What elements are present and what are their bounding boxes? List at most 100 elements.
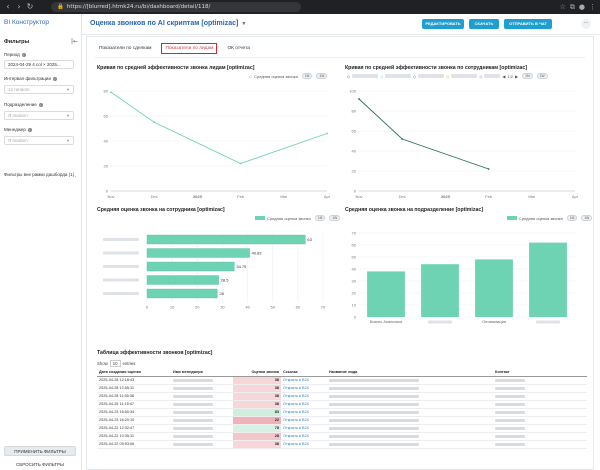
y-tick-label: 80 (352, 109, 357, 114)
cell-lead (327, 392, 493, 401)
apply-filters-button[interactable]: ПРИМЕНИТЬ ФИЛЬТРЫ (4, 446, 76, 456)
x-tick-label: Mar (280, 194, 288, 199)
zoom-1m-pill[interactable]: 1M (522, 73, 533, 79)
table-row[interactable]: 2025-04-25 11:15:47 38 Открыть в B24 (97, 400, 587, 409)
redacted-text (495, 410, 525, 414)
redacted-text (329, 442, 419, 446)
column-header-lead[interactable]: Название лида (327, 368, 493, 377)
category-label-placeholder (103, 278, 139, 282)
zoom-1m-pill[interactable]: 1M (301, 73, 313, 79)
legend-swatch (507, 216, 517, 220)
legend-next-icon[interactable]: ▶ (515, 73, 519, 79)
y-tick-label: 30 (352, 279, 357, 284)
page-size-select[interactable]: 10 (109, 360, 121, 367)
table-row[interactable]: 2025-04-22 10:35:11 28 Открыть в B24 (97, 432, 587, 441)
column-header-score[interactable]: Оценка звонка (233, 368, 281, 377)
redacted-text (173, 434, 213, 438)
edit-button[interactable]: РЕДАКТИРОВАТЬ (422, 19, 464, 29)
app-logo[interactable]: BI Конструктор (4, 19, 50, 26)
zoom-1m-pill[interactable]: 1M (566, 215, 578, 221)
data-point (487, 168, 490, 170)
category-label-placeholder (103, 238, 139, 241)
chart-legend[interactable]: ◇ Средняя оценка звонка 1M 1W (249, 73, 328, 79)
open-in-b24-link[interactable]: Открыть в B24 (283, 426, 309, 430)
star-icon[interactable]: ☆ (559, 2, 566, 11)
extensions-icon[interactable]: ⧉ (569, 2, 575, 11)
zoom-1w-pill[interactable]: 1W (329, 215, 341, 221)
send-to-chat-button[interactable]: ОТПРАВИТЬ В ЧАТ (504, 19, 552, 29)
cell-date: 2025-04-28 11:55:38 (97, 392, 171, 401)
chart-legend[interactable]: Средняя оценка звонка 1M 1W (255, 215, 341, 221)
dashboard-title[interactable]: Оценка звонков по AI скриптам [optimizac… (90, 20, 247, 27)
x-tick-label: Nov (355, 194, 362, 199)
y-tick-label: 80 (104, 89, 109, 94)
cell-link[interactable]: Открыть в B24 (281, 384, 327, 393)
y-tick-label: 50 (352, 255, 357, 260)
interval-select[interactable]: 12 random ▼ (4, 85, 74, 94)
table-row[interactable]: 2025-04-23 16:20:10 22 Открыть в B24 (97, 416, 587, 425)
cell-link[interactable]: Открыть в B24 (281, 392, 327, 401)
legend-prev-icon[interactable]: ◀ (502, 73, 506, 79)
cell-link[interactable]: Открыть в B24 (281, 424, 327, 433)
zoom-1w-pill[interactable]: 1W (316, 73, 328, 79)
cell-link[interactable]: Открыть в B24 (281, 432, 327, 441)
cell-lead (327, 384, 493, 393)
open-in-b24-link[interactable]: Открыть в B24 (283, 418, 309, 422)
open-in-b24-link[interactable]: Открыть в B24 (283, 410, 309, 414)
manager-select[interactable]: Я random ▼ (4, 136, 74, 145)
address-bar[interactable]: 🔒 https://[blurred].htmk24.ru/bi/dashboar… (51, 2, 301, 12)
table-row[interactable]: 2025-04-28 12:55:11 38 Открыть в B24 (97, 384, 587, 393)
data-point (401, 138, 404, 140)
profile-icon[interactable]: ● (578, 2, 585, 11)
back-icon[interactable]: ‹ (6, 2, 10, 11)
chevron-down-icon: ▼ (66, 87, 70, 92)
cell-link[interactable]: Открыть в B24 (281, 440, 327, 449)
tab-report[interactable]: ОК отчета (227, 46, 250, 51)
data-point (358, 98, 360, 100)
division-select[interactable]: Я random ▼ (4, 111, 74, 120)
tab-leads[interactable]: Показатели по лидам (161, 43, 218, 54)
info-icon: i (52, 77, 57, 81)
y-tick-label: 60 (352, 243, 357, 248)
legend-line-icon: ◇ (446, 73, 450, 79)
table-header-row: Дата создания оценки Имя менеджера Оценк… (97, 368, 587, 377)
more-options-icon[interactable]: ··· (581, 19, 591, 29)
table-row[interactable]: 2025-04-22 12:32:47 78 Открыть в B24 (97, 424, 587, 433)
collapse-sidebar-icon[interactable]: |← (71, 38, 79, 45)
cell-link[interactable]: Открыть в B24 (281, 400, 327, 409)
table-row[interactable]: 2025-04-28 11:55:38 38 Открыть в B24 (97, 392, 587, 401)
open-in-b24-link[interactable]: Открыть в B24 (283, 442, 309, 446)
x-tick-label: Dec (399, 194, 406, 199)
open-in-b24-link[interactable]: Открыть в B24 (283, 434, 309, 438)
column-header-link[interactable]: Ссылка (281, 368, 327, 377)
chart-legend[interactable]: Средняя оценка звонка 1M 1W (507, 215, 593, 221)
reload-icon[interactable]: ↻ (26, 2, 34, 11)
bar (529, 242, 567, 317)
menu-icon[interactable]: ⋮ (589, 2, 596, 11)
open-in-b24-link[interactable]: Открыть в B24 (283, 402, 309, 406)
table-row[interactable]: 2025-04-23 16:50:34 83 Открыть в B24 (97, 408, 587, 417)
zoom-1m-pill[interactable]: 1M (314, 215, 326, 221)
download-button[interactable]: СКАЧАТЬ (469, 19, 499, 29)
open-in-b24-link[interactable]: Открыть в B24 (283, 394, 309, 398)
column-header-manager[interactable]: Имя менеджера (171, 368, 233, 377)
chart-legend[interactable]: ◇ ◇ ◇ ◇ ◇ ◀ 1/2 ▶ 1M 1W (347, 73, 548, 79)
tab-deals[interactable]: Показатели по сделкам (99, 46, 152, 51)
table-row[interactable]: 2025-04-22 09:53:06 38 Открыть в B24 (97, 440, 587, 449)
zoom-1w-pill[interactable]: 1W (581, 215, 593, 221)
open-in-b24-link[interactable]: Открыть в B24 (283, 378, 309, 382)
forward-icon[interactable]: › (17, 2, 21, 11)
open-in-b24-link[interactable]: Открыть в B24 (283, 386, 309, 390)
column-header-contact[interactable]: Контакт (493, 368, 587, 377)
redacted-text (495, 418, 525, 422)
column-header-date[interactable]: Дата создания оценки (97, 368, 171, 377)
reset-filters-button[interactable]: СБРОСИТЬ ФИЛЬТРЫ (4, 460, 76, 470)
cell-link[interactable]: Открыть в B24 (281, 408, 327, 417)
table-row[interactable]: 2025-04-28 12:18:43 38 Открыть в B24 (97, 376, 587, 385)
period-field[interactable]: 2024-04-29 4 col × 2025... (4, 60, 74, 69)
cell-link[interactable]: Открыть в B24 (281, 416, 327, 425)
zoom-1w-pill[interactable]: 1W (536, 73, 548, 79)
cell-link[interactable]: Открыть в B24 (281, 376, 327, 385)
external-filters-toggle[interactable]: Фильтры вне рамки дашборда (1) › (4, 172, 76, 179)
cell-manager (171, 392, 233, 401)
